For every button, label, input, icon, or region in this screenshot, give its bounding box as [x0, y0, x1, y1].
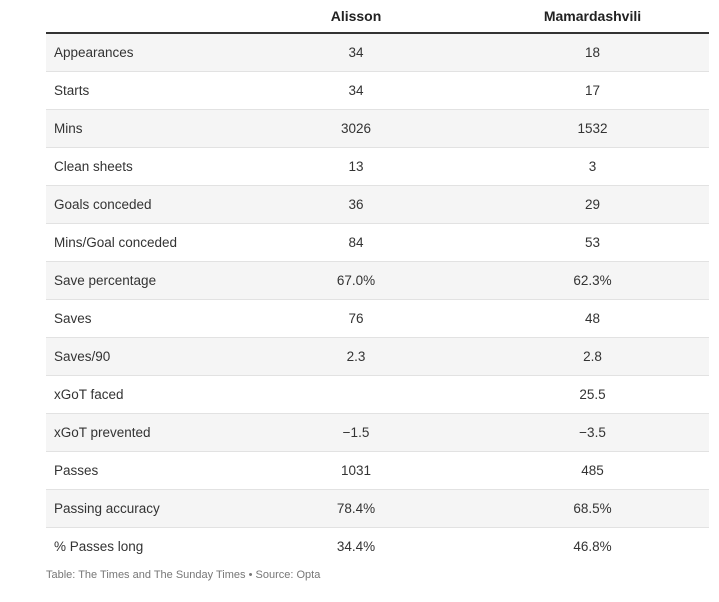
table-row: Mins/Goal conceded 84 53 — [46, 223, 709, 262]
table-row: Passes 1031 485 — [46, 451, 709, 490]
mamardashvili-value: 48 — [476, 299, 709, 338]
table-row: Passing accuracy 78.4% 68.5% — [46, 489, 709, 528]
row-label: Passing accuracy — [46, 489, 236, 528]
table-header-row: Alisson Mamardashvili — [46, 0, 709, 34]
alisson-value — [236, 375, 476, 414]
row-label: Save percentage — [46, 261, 236, 300]
goalkeeper-comparison-table: Alisson Mamardashvili Appearances 34 18 … — [46, 0, 709, 565]
table-row: Saves/90 2.3 2.8 — [46, 337, 709, 376]
row-label: Mins/Goal conceded — [46, 223, 236, 262]
table-source-credit: Table: The Times and The Sunday Times • … — [46, 569, 321, 581]
table-row: Saves 76 48 — [46, 299, 709, 338]
mamardashvili-value: −3.5 — [476, 413, 709, 452]
mamardashvili-value: 3 — [476, 147, 709, 186]
row-label: Saves — [46, 299, 236, 338]
alisson-value: 13 — [236, 147, 476, 186]
table-row: xGoT faced 25.5 — [46, 375, 709, 414]
alisson-value: 2.3 — [236, 337, 476, 376]
table-row: Appearances 34 18 — [46, 33, 709, 72]
row-label: Goals conceded — [46, 185, 236, 224]
table-row: xGoT prevented −1.5 −3.5 — [46, 413, 709, 452]
table-row: % Passes long 34.4% 46.8% — [46, 527, 709, 565]
row-label: Clean sheets — [46, 147, 236, 186]
table-row: Mins 3026 1532 — [46, 109, 709, 148]
row-label: xGoT faced — [46, 375, 236, 414]
alisson-value: 76 — [236, 299, 476, 338]
alisson-value: −1.5 — [236, 413, 476, 452]
alisson-value: 34 — [236, 71, 476, 110]
alisson-value: 78.4% — [236, 489, 476, 528]
table-row: Goals conceded 36 29 — [46, 185, 709, 224]
mamardashvili-value: 29 — [476, 185, 709, 224]
row-label: Saves/90 — [46, 337, 236, 376]
column-header-stat — [46, 0, 236, 34]
table-row: Starts 34 17 — [46, 71, 709, 110]
alisson-value: 34 — [236, 33, 476, 72]
mamardashvili-value: 485 — [476, 451, 709, 490]
mamardashvili-value: 62.3% — [476, 261, 709, 300]
alisson-value: 36 — [236, 185, 476, 224]
table-row: Save percentage 67.0% 62.3% — [46, 261, 709, 300]
column-header-mamardashvili: Mamardashvili — [476, 0, 709, 34]
row-label: % Passes long — [46, 527, 236, 565]
stats-table-container: Alisson Mamardashvili Appearances 34 18 … — [46, 0, 709, 565]
table-row: Clean sheets 13 3 — [46, 147, 709, 186]
alisson-value: 3026 — [236, 109, 476, 148]
row-label: xGoT prevented — [46, 413, 236, 452]
row-label: Mins — [46, 109, 236, 148]
mamardashvili-value: 68.5% — [476, 489, 709, 528]
row-label: Passes — [46, 451, 236, 490]
mamardashvili-value: 1532 — [476, 109, 709, 148]
mamardashvili-value: 2.8 — [476, 337, 709, 376]
mamardashvili-value: 53 — [476, 223, 709, 262]
mamardashvili-value: 46.8% — [476, 527, 709, 565]
mamardashvili-value: 25.5 — [476, 375, 709, 414]
alisson-value: 67.0% — [236, 261, 476, 300]
row-label: Appearances — [46, 33, 236, 72]
row-label: Starts — [46, 71, 236, 110]
mamardashvili-value: 17 — [476, 71, 709, 110]
alisson-value: 34.4% — [236, 527, 476, 565]
column-header-alisson: Alisson — [236, 0, 476, 34]
alisson-value: 1031 — [236, 451, 476, 490]
mamardashvili-value: 18 — [476, 33, 709, 72]
alisson-value: 84 — [236, 223, 476, 262]
